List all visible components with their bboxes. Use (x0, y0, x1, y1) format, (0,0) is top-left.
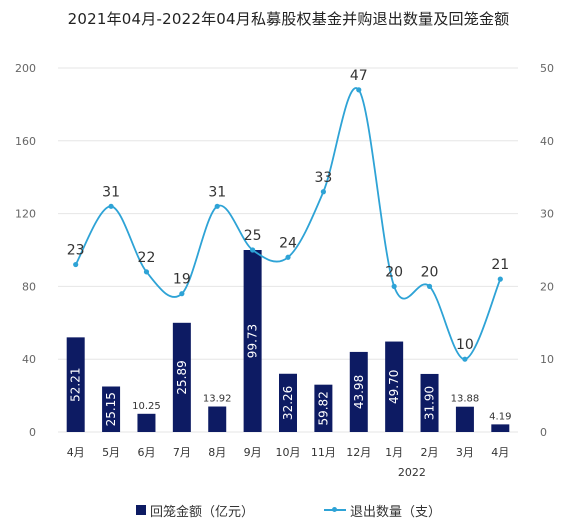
line-label: 22 (138, 250, 156, 266)
right-tick-label: 30 (540, 208, 554, 221)
bar (66, 337, 85, 432)
bar (172, 322, 191, 432)
line-point (497, 276, 503, 282)
bar-label: 32.26 (281, 386, 295, 420)
line-point (108, 203, 114, 209)
line-label: 33 (314, 170, 332, 186)
legend-swatch-bar (135, 505, 146, 515)
legend-label-amount: 回笼金额（亿元） (149, 504, 254, 520)
x-tick-label: 2月 (421, 446, 439, 459)
line-point (462, 356, 468, 362)
legend-swatch-line (324, 505, 346, 515)
legend-item-amount: 回笼金额（亿元） (135, 501, 254, 520)
chart-title: 2021年04月-2022年04月私募股权基金并购退出数量及回笼金额 (67, 10, 510, 28)
x-tick-label: 5月 (102, 446, 120, 459)
x-tick-label: 1月 (385, 446, 403, 459)
line-label: 20 (421, 264, 439, 280)
x-tick-label: 7月 (173, 446, 191, 459)
bar (491, 424, 510, 432)
line-label: 10 (456, 337, 474, 353)
line-point (391, 283, 397, 289)
bar-label: 25.89 (175, 360, 189, 394)
right-axis-ticks: 0 10 20 30 40 50 (540, 62, 554, 439)
line-point (426, 283, 433, 289)
bar (455, 406, 474, 432)
x-tick-label: 4月 (491, 446, 509, 459)
x-tick-label: 10月 (276, 446, 301, 459)
bar (314, 384, 333, 432)
bar-label: 52.21 (69, 368, 83, 402)
line-label: 19 (173, 272, 191, 288)
line-label: 47 (350, 68, 368, 84)
bar-label: 10.25 (132, 401, 161, 412)
combo-chart: 0 40 80 120 160 200 0 10 20 30 40 50 52.21 25.15 10.… (15, 62, 554, 479)
line-label: 24 (279, 235, 297, 251)
bar (279, 373, 297, 432)
legend-label-count: 退出数量（支） (350, 504, 442, 520)
bar-label: 99.73 (246, 324, 260, 358)
left-tick-label: 80 (22, 280, 36, 293)
bar-label: 43.98 (352, 375, 366, 409)
bar (243, 250, 262, 432)
bar-label: 59.82 (316, 391, 330, 425)
x-tick-label: 11月 (311, 446, 336, 459)
line-point (143, 269, 150, 275)
bar (102, 386, 121, 432)
bar-label: 13.88 (451, 394, 480, 405)
line-point (285, 254, 291, 260)
right-tick-label: 0 (540, 426, 547, 439)
left-tick-label: 200 (15, 62, 36, 75)
left-tick-label: 0 (29, 426, 36, 439)
x-year-label: 2022 (398, 466, 426, 479)
left-tick-label: 160 (15, 135, 36, 148)
x-tick-label: 12月 (346, 446, 371, 459)
bar-label: 13.92 (203, 394, 232, 405)
line-point (179, 291, 185, 297)
bar (385, 341, 404, 432)
line-point (73, 261, 79, 268)
bar-labels: 52.21 25.15 10.25 25.89 13.92 99.73 32.26 59.82… (69, 324, 512, 427)
line-point (250, 247, 256, 253)
x-tick-label: 3月 (456, 446, 474, 459)
bar (208, 406, 227, 432)
legend-item-count: 退出数量（支） (324, 501, 441, 520)
line-label: 20 (385, 264, 403, 280)
bar (420, 373, 439, 432)
line-label: 21 (491, 257, 509, 273)
bar (349, 351, 368, 432)
x-tick-label: 9月 (244, 446, 262, 459)
line-point (356, 87, 362, 93)
bar-label: 49.70 (387, 370, 401, 404)
line-label: 23 (67, 243, 85, 259)
right-tick-label: 20 (540, 280, 554, 293)
x-axis-ticks: 4月 5月 6月 7月 8月 9月 10月 11月 12月 1月 2月 3月 4月 2022 (67, 446, 510, 479)
right-tick-label: 10 (540, 353, 554, 366)
right-tick-label: 40 (540, 135, 554, 148)
left-axis-ticks: 0 40 80 120 160 200 (15, 62, 36, 439)
left-tick-label: 40 (22, 353, 36, 366)
line-label: 31 (208, 184, 226, 200)
bar-label: 25.15 (104, 392, 118, 426)
line-path (74, 87, 502, 361)
bar (137, 413, 156, 432)
legend: 回笼金额（亿元） 退出数量（支） (0, 500, 577, 520)
bar-label: 4.19 (489, 411, 511, 422)
x-tick-label: 6月 (137, 446, 155, 459)
bar-label: 31.90 (423, 386, 437, 420)
x-tick-label: 8月 (208, 446, 226, 459)
line-point (320, 189, 326, 195)
line-label: 25 (244, 228, 262, 244)
line-label: 31 (102, 184, 120, 200)
left-tick-label: 120 (15, 208, 36, 221)
right-tick-label: 50 (540, 62, 554, 75)
x-tick-label: 4月 (67, 446, 85, 459)
line-point (214, 203, 220, 209)
line-series: 23 31 22 19 31 25 24 33 47 20 20 10 21 (67, 68, 509, 362)
bar-series (66, 250, 510, 432)
